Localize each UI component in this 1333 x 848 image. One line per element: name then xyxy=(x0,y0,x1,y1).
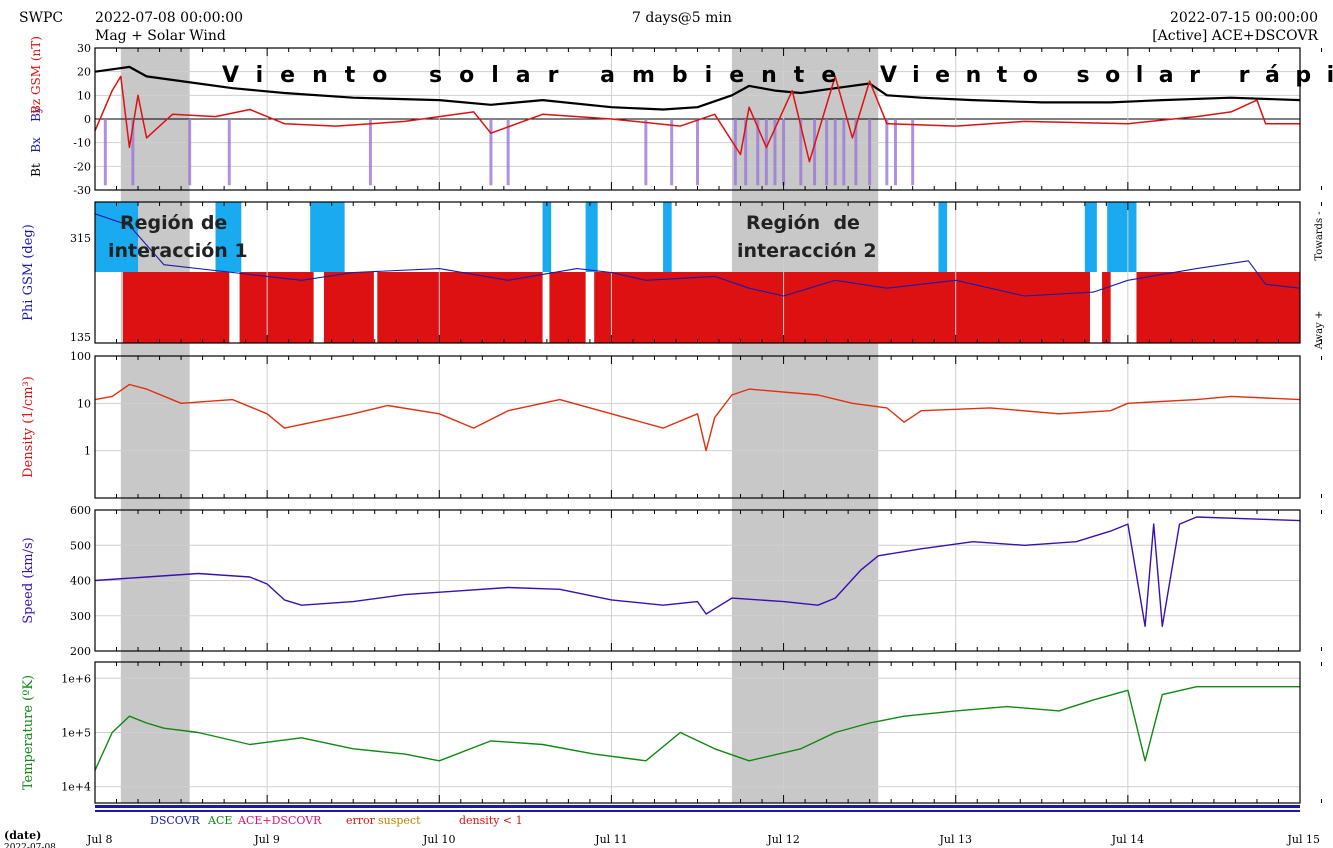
panel-frame-5 xyxy=(94,661,1301,804)
chart-subtitle: Mag + Solar Wind xyxy=(95,28,226,44)
mag-y-tick-label: -30 xyxy=(73,184,91,197)
legend-strip-top xyxy=(95,805,1300,808)
phi-gap xyxy=(542,272,550,343)
phi-gap xyxy=(373,272,378,343)
phi-right-away: Away + xyxy=(1314,311,1325,351)
speed-y-tick-label: 400 xyxy=(70,575,91,588)
x-tick-label: Jul 12 xyxy=(766,833,800,846)
series-temperature xyxy=(94,686,1300,771)
source-label: [Active] ACE+DSCOVR xyxy=(1152,28,1318,44)
phi-gap xyxy=(585,272,595,343)
date-label: (date) xyxy=(4,829,41,842)
speed-y-tick-label: 500 xyxy=(70,539,91,552)
phi-towards-block xyxy=(95,202,139,272)
mag-y-tick-label: 20 xyxy=(77,66,91,79)
speed-y-tick-label: 600 xyxy=(70,504,91,517)
date-sub-label: 2022-07-08 xyxy=(4,843,56,848)
phi-towards-block xyxy=(1107,202,1137,272)
phi-towards-block xyxy=(663,202,672,272)
phi-gap xyxy=(313,272,324,343)
x-tick-label: Jul 10 xyxy=(422,833,456,846)
panel-frame-3 xyxy=(94,355,1301,499)
legend-acedscovr: ACE+DSCOVR xyxy=(237,814,322,827)
resolution-label: 7 days@5 min xyxy=(632,10,732,26)
legend-suspect: suspect xyxy=(378,814,421,827)
mag-y-tick-label: 30 xyxy=(77,42,91,55)
panel-frame-1 xyxy=(94,47,1301,191)
annotation-region2-line1: Región de xyxy=(746,212,860,234)
mag-ylabel-2: By xyxy=(29,106,43,122)
temperature-y-tick-label: 1e+4 xyxy=(61,781,91,794)
mag-ylabel-0: Bt xyxy=(29,163,43,177)
mag-y-tick-label: -10 xyxy=(73,137,91,150)
legend-ace: ACE xyxy=(207,814,232,827)
phi-y-tick-label: 135 xyxy=(70,331,91,344)
phi-ylabel: Phi GSM (deg) xyxy=(21,224,36,321)
legend-error: error xyxy=(346,814,376,827)
series-phi xyxy=(94,213,1301,297)
panel-frame-2 xyxy=(94,201,1301,344)
background-layer xyxy=(95,202,1300,343)
end-date: 2022-07-15 00:00:00 xyxy=(1169,10,1318,26)
legend-strip-bottom xyxy=(95,810,1300,812)
density-ylabel: Density (1/cm³) xyxy=(21,376,36,478)
phi-towards-block xyxy=(310,202,345,272)
series-layer xyxy=(94,65,1301,771)
speed-ylabel: Speed (km/s) xyxy=(21,537,36,623)
density-y-tick-label: 1 xyxy=(84,445,91,458)
series-bt xyxy=(94,65,1301,111)
density-y-tick-label: 10 xyxy=(77,397,91,410)
shaded-regions-layer xyxy=(120,48,879,803)
phi-gap xyxy=(1110,272,1137,343)
series-density xyxy=(94,383,1301,452)
phi-gap xyxy=(229,272,240,343)
panel-frame-4 xyxy=(94,509,1301,652)
series-speed xyxy=(94,516,1301,627)
speed-y-tick-label: 300 xyxy=(70,610,91,623)
mag-y-tick-label: -20 xyxy=(73,160,91,173)
phi-towards-block xyxy=(215,202,242,272)
annotation-fast-wind: Viento solar rápido xyxy=(880,63,1333,88)
mag-y-tick-label: 0 xyxy=(84,113,91,126)
x-tick-label: Jul 14 xyxy=(1111,833,1145,846)
phi-towards-block xyxy=(938,202,948,272)
temperature-y-tick-label: 1e+6 xyxy=(61,672,91,685)
phi-right-towards: Towards - xyxy=(1314,211,1325,260)
temperature-ylabel: Temperature (ºK) xyxy=(21,675,36,790)
annotation-region1-line2: interacción 1 xyxy=(108,240,248,262)
density-y-tick-label: 100 xyxy=(70,350,91,363)
x-tick-label: Jul 8 xyxy=(86,833,113,846)
legend-density: density < 1 xyxy=(459,814,523,827)
phi-towards-block xyxy=(1084,202,1097,272)
series-bz-gsm xyxy=(94,75,1300,163)
annotation-region1-line1: Región de xyxy=(120,212,227,234)
frame-layer xyxy=(94,47,1323,804)
mag-ylabel-3: Bz GSM (nT) xyxy=(29,36,43,114)
phi-towards-block xyxy=(585,202,598,272)
start-date: 2022-07-08 00:00:00 xyxy=(95,10,244,26)
shaded-region-1 xyxy=(120,48,190,803)
mag-ylabel-1: Bx xyxy=(29,137,43,153)
phi-gap xyxy=(1089,272,1103,343)
x-tick-label: Jul 13 xyxy=(938,833,972,846)
mag-y-tick-label: 10 xyxy=(77,89,91,102)
annotation-ambient-wind: Viento solar ambiente xyxy=(222,63,853,88)
phi-y-tick-label: 315 xyxy=(70,232,91,245)
speed-y-tick-label: 200 xyxy=(70,645,91,658)
phi-towards-block xyxy=(542,202,552,272)
x-tick-label: Jul 15 xyxy=(1286,833,1320,846)
legend-dscovr: DSCOVR xyxy=(150,814,201,827)
x-tick-label: Jul 9 xyxy=(253,833,280,846)
temperature-y-tick-label: 1e+5 xyxy=(61,727,91,740)
x-tick-label: Jul 11 xyxy=(594,833,628,846)
annotation-region2-line2: interacción 2 xyxy=(737,240,877,262)
org-label: SWPC xyxy=(19,10,64,26)
